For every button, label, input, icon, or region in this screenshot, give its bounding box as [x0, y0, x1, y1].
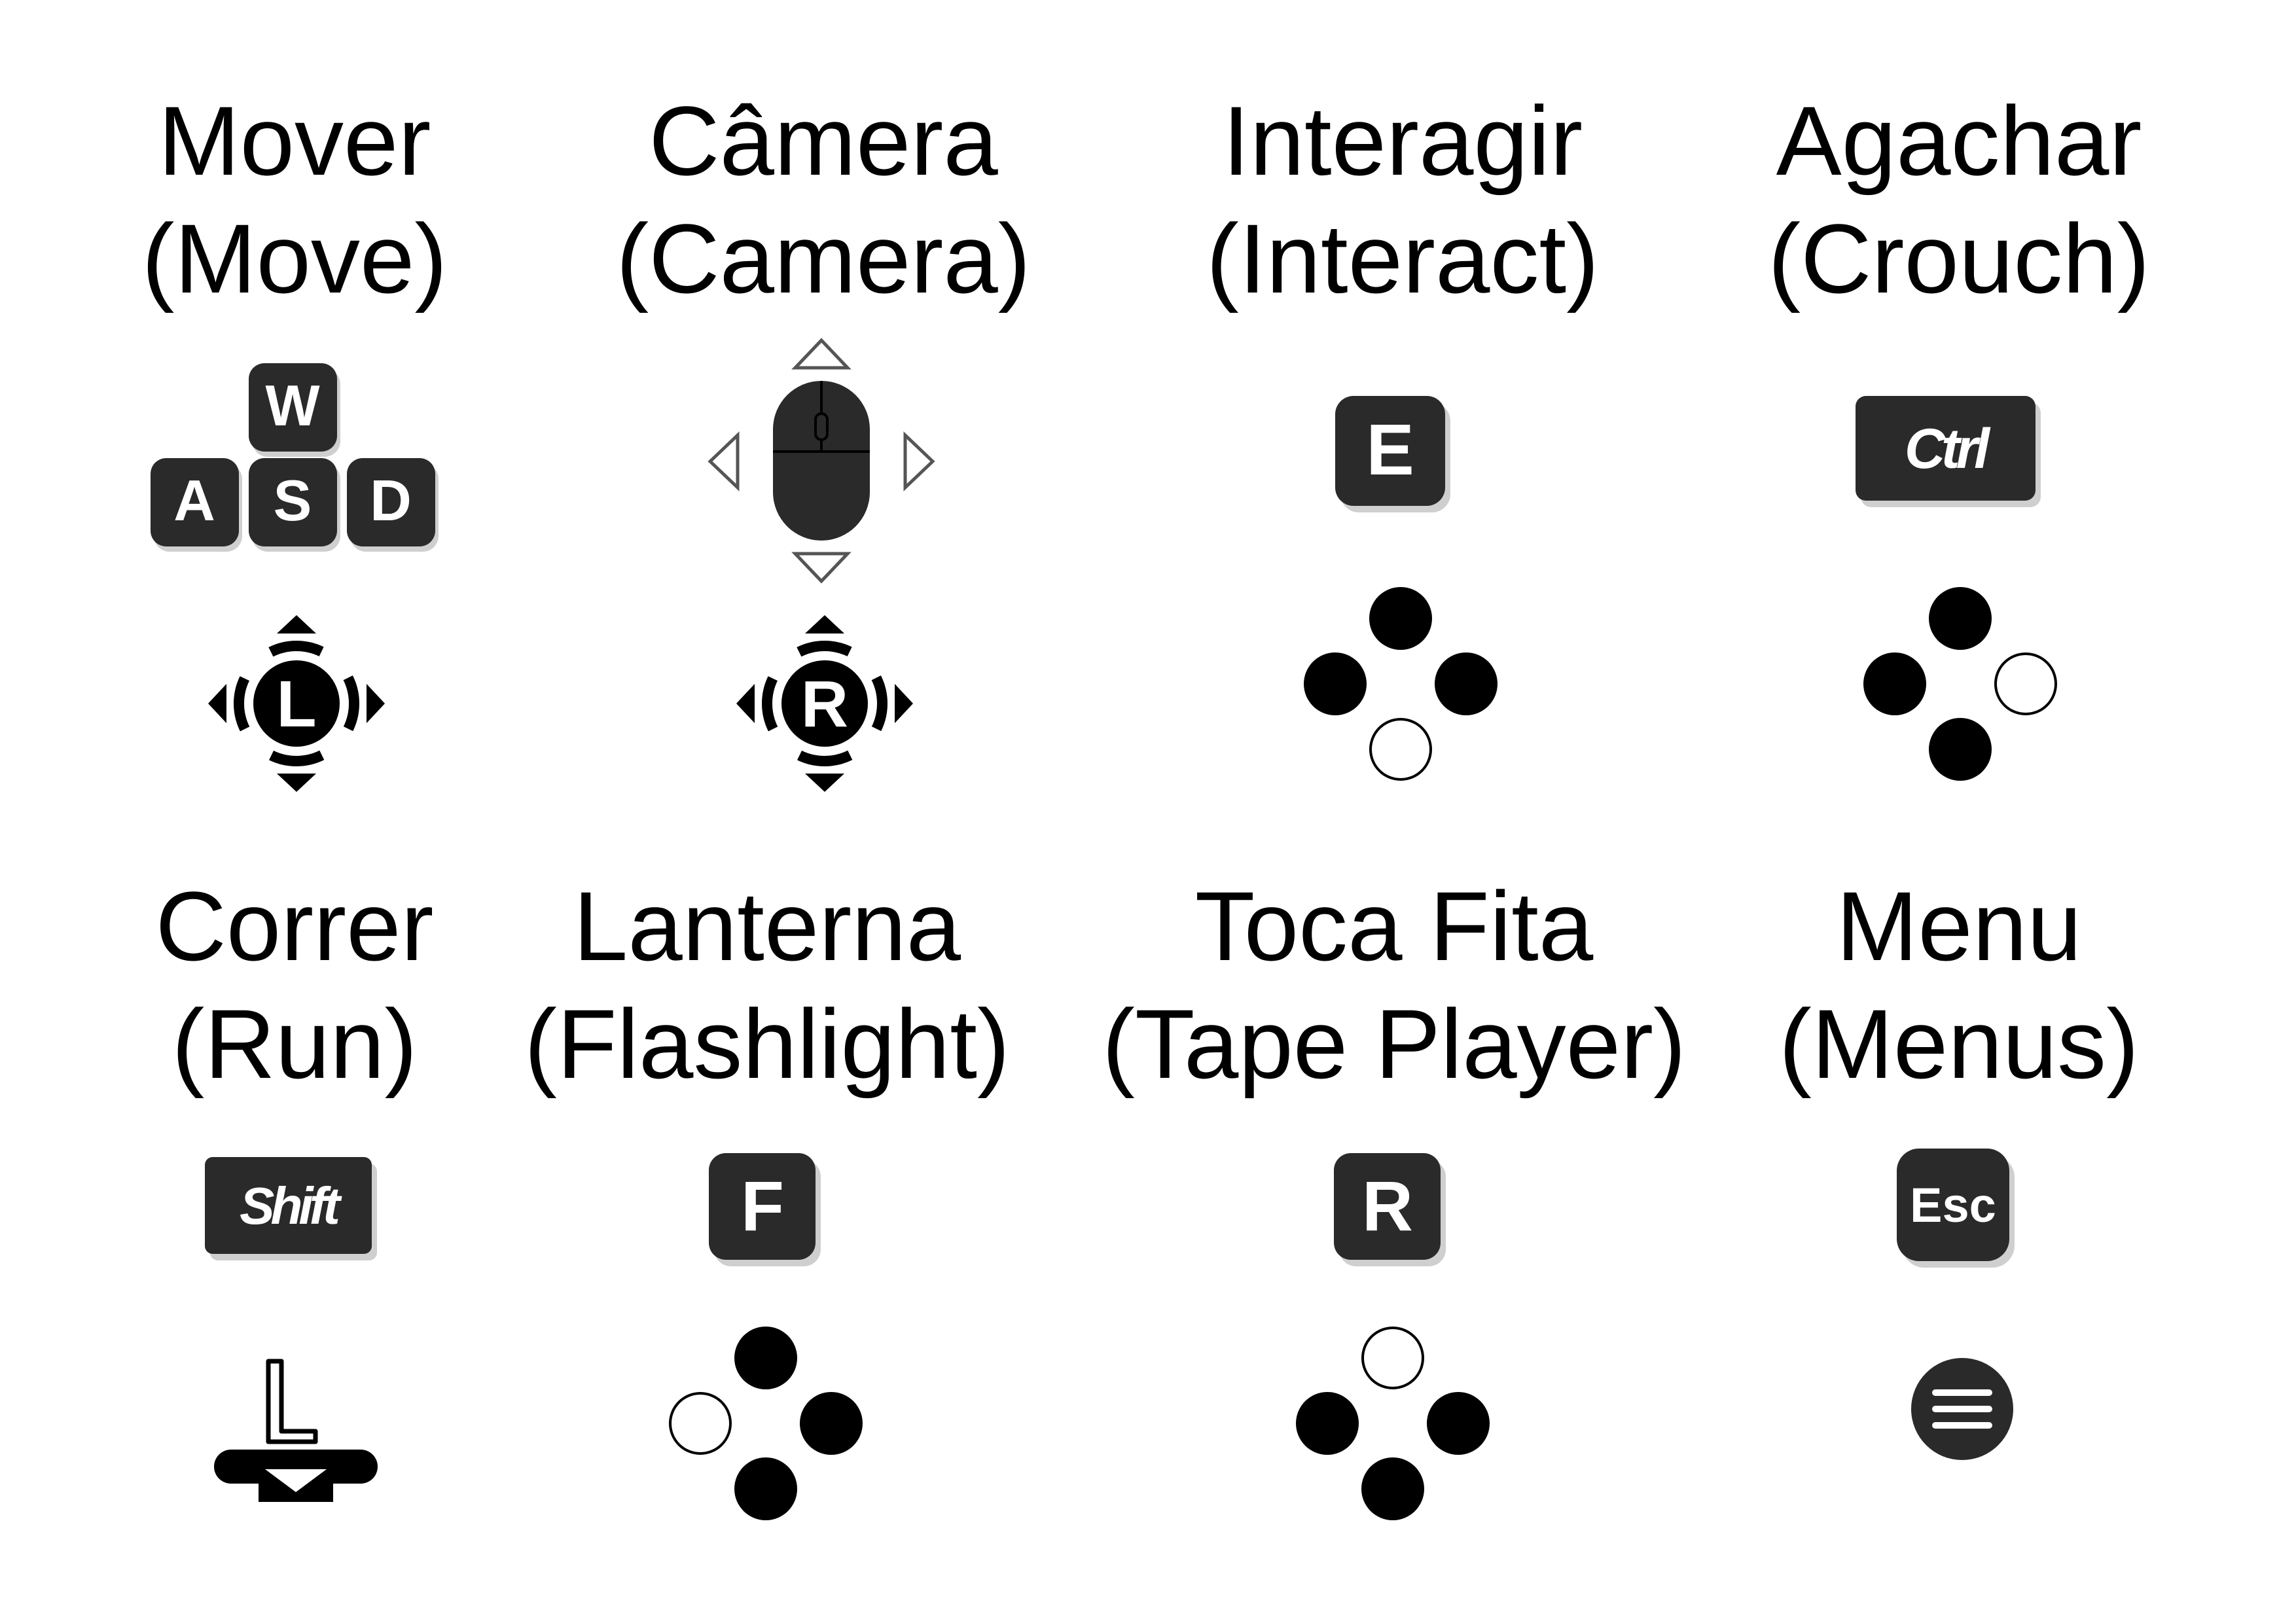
- title-en: (Flashlight): [524, 989, 1010, 1099]
- title-en: (Camera): [616, 204, 1031, 313]
- key-w: W: [265, 373, 319, 438]
- title-pt: Agachar: [1776, 86, 2142, 196]
- title-menus: Menu (Menus): [1664, 867, 2253, 1103]
- title-crouch: Agachar (Crouch): [1664, 82, 2253, 317]
- ctrl-key-icon: Ctrl: [1856, 396, 2045, 510]
- key-esc: Esc: [1910, 1178, 1996, 1232]
- title-pt: Toca Fita: [1194, 871, 1594, 981]
- key-r: R: [1362, 1166, 1413, 1245]
- title-en: (Tape Player): [1102, 989, 1687, 1099]
- title-en: (Menus): [1778, 989, 2140, 1099]
- title-en: (Move): [141, 204, 448, 313]
- face-button-right-icon: [1862, 586, 2058, 782]
- title-en: (Run): [171, 989, 418, 1099]
- title-pt: Correr: [155, 871, 434, 981]
- title-camera: Câmera (Camera): [529, 82, 1118, 317]
- e-key-icon: E: [1335, 396, 1453, 514]
- shift-key-icon: Shift: [205, 1157, 378, 1262]
- key-d: D: [370, 468, 412, 533]
- title-en: (Crouch): [1768, 204, 2150, 313]
- face-button-bottom-icon: [1302, 586, 1499, 782]
- title-pt: Lanterna: [573, 871, 961, 981]
- key-f: F: [741, 1166, 784, 1245]
- title-run: Correr (Run): [0, 867, 589, 1103]
- title-flashlight: Lanterna (Flashlight): [473, 867, 1062, 1103]
- title-pt: Mover: [158, 86, 431, 196]
- key-shift: Shift: [240, 1177, 342, 1235]
- stick-label-l: L: [214, 1357, 215, 1359]
- r-key-icon: R: [1334, 1153, 1448, 1268]
- title-pt: Menu: [1836, 871, 2082, 981]
- key-s: S: [274, 468, 312, 533]
- title-interact: Interagir (Interact): [1108, 82, 1697, 317]
- title-tape-player: Toca Fita (Tape Player): [1100, 867, 1689, 1103]
- title-pt: Interagir: [1222, 86, 1583, 196]
- key-e: E: [1366, 410, 1414, 490]
- key-a: A: [173, 468, 215, 533]
- title-pt: Câmera: [649, 86, 998, 196]
- face-button-top-icon: [1295, 1325, 1491, 1522]
- mouse-move-icon: [708, 338, 935, 584]
- esc-key-icon: Esc: [1897, 1149, 2018, 1270]
- menu-button-icon: [1910, 1357, 2015, 1461]
- right-stick-icon: R: [736, 615, 913, 792]
- face-button-left-icon: [668, 1325, 864, 1522]
- left-stick-press-icon: L: [214, 1358, 378, 1502]
- wasd-keys-icon: W A S D: [151, 363, 439, 553]
- title-move: Mover (Move): [0, 82, 589, 317]
- key-ctrl: Ctrl: [1905, 418, 1991, 480]
- stick-label-l: L: [276, 668, 316, 741]
- title-en: (Interact): [1206, 204, 1600, 313]
- left-stick-icon: L: [208, 615, 385, 792]
- f-key-icon: F: [709, 1153, 823, 1268]
- stick-label-r: R: [801, 668, 848, 741]
